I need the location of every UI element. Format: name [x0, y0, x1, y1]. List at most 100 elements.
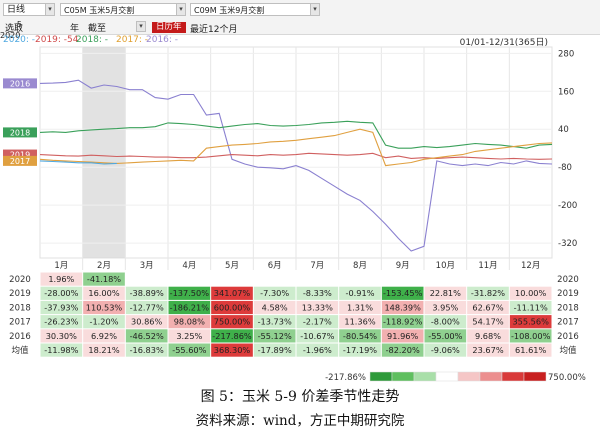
calendar-year-button[interactable]: 日历年 [152, 22, 186, 33]
table-cell [168, 272, 211, 286]
table-cell [211, 300, 253, 315]
cutoff-label: 截至 [88, 24, 107, 34]
month-label: 7月 [310, 261, 324, 271]
series-line-2019 [39, 152, 553, 160]
table-cell [83, 300, 125, 315]
scale-swatch [369, 371, 393, 382]
table-cell-value: -1.96% [303, 345, 332, 355]
table-cell [253, 329, 296, 343]
table-cell [125, 329, 168, 343]
month-label: 10月 [436, 261, 455, 271]
table-cell [168, 300, 211, 315]
table-cell [339, 315, 381, 329]
scale-swatch [523, 371, 547, 382]
table-cell-value: 9.68% [475, 331, 501, 341]
table-cell [168, 329, 211, 343]
month-label: 5月 [225, 261, 239, 271]
table-cell [125, 272, 168, 286]
table-cell-value: -118.92% [383, 317, 423, 327]
legend-2018: 2018: - [76, 35, 109, 45]
table-cell [424, 272, 467, 286]
table-cell-value: 30.30% [46, 331, 77, 341]
table-cell-value: -16.83% [130, 345, 164, 355]
table-cell-value: -7.30% [260, 288, 289, 298]
table-cell-value: -186.21% [170, 302, 210, 312]
year-count-value: 5 [16, 20, 22, 29]
table-cell-value: -31.82% [471, 288, 505, 298]
side-label-bg-2016 [3, 78, 37, 89]
y-tick-label: 280 [558, 49, 574, 59]
table-cell-value: 355.56% [512, 317, 549, 327]
table-cell-value: 18.21% [88, 345, 119, 355]
table-cell-value: 3.95% [432, 302, 458, 312]
table-cell-value: -55.00% [428, 331, 462, 341]
table-year-left: 2020 [9, 275, 31, 285]
table-cell-value: 148.39% [384, 302, 421, 312]
contract2-select[interactable]: C09M 玉米9月交割 [190, 3, 320, 16]
table-cell-value: -26.23% [44, 317, 78, 327]
select-label: 选取 [5, 24, 24, 34]
table-cell [424, 300, 467, 315]
legend: 2020: - 2019: -54 2018: - 2017: - 2016: … [0, 34, 600, 47]
legend-2020: 2020: - [3, 35, 36, 45]
contract1-select[interactable]: C05M 玉米5月交割 [60, 3, 186, 16]
table-cell-value: -8.00% [431, 317, 460, 327]
table-cell [83, 329, 125, 343]
series-line-2020 [39, 160, 117, 165]
table-cell-value: -1.20% [90, 317, 119, 327]
table-cell [509, 300, 552, 315]
table-cell-value: 11.36% [344, 317, 375, 327]
table-year-left: 2018 [9, 303, 31, 313]
table-cell [509, 329, 552, 343]
table-cell [125, 300, 168, 315]
table-cell-value: 13.33% [302, 302, 333, 312]
table-cell-value: 1.96% [48, 274, 74, 284]
chevron-down-icon[interactable]: ▾ [136, 21, 146, 32]
table-cell-value: 3.25% [176, 331, 202, 341]
table-year-right: 2017 [557, 318, 579, 328]
table-cell [296, 272, 339, 286]
table-cell-value: -17.19% [343, 345, 377, 355]
table-cell [467, 315, 509, 329]
table-cell [83, 286, 125, 300]
month-label: 1月 [54, 261, 68, 271]
table-cell-value: 22.81% [430, 288, 461, 298]
table-cell [168, 315, 211, 329]
table-cell-value: -37.93% [44, 302, 78, 312]
recent-12-months-button[interactable]: 最近12个月 [190, 25, 238, 35]
y-tick-label: 40 [558, 125, 569, 135]
scale-swatch [501, 371, 525, 382]
side-label-2017: 2017 [10, 157, 30, 166]
table-cell-value: -55.12% [258, 331, 292, 341]
scale-max-label: 750.00% [548, 373, 586, 383]
table-cell-value: -108.00% [511, 331, 551, 341]
table-cell [424, 343, 467, 357]
cutoff-year-select[interactable]: 2020 [0, 31, 36, 42]
table-cell-value: -17.89% [258, 345, 292, 355]
table-cell [253, 343, 296, 357]
month-label: 6月 [268, 261, 282, 271]
chevron-down-icon[interactable]: ▾ [45, 3, 55, 16]
table-cell-value: -11.11% [514, 302, 548, 312]
table-cell [296, 315, 339, 329]
table-cell [253, 286, 296, 300]
table-cell [211, 343, 253, 357]
table-cell-value: 62.67% [472, 302, 503, 312]
chevron-down-icon[interactable]: ▾ [176, 3, 186, 16]
table-cell-value: -82.20% [386, 345, 420, 355]
month-label: 11月 [478, 261, 497, 271]
table-cell [296, 286, 339, 300]
year-count-input[interactable]: 5 [0, 20, 22, 31]
table-cell [467, 300, 509, 315]
table-cell [211, 329, 253, 343]
side-label-bg-2017 [3, 155, 37, 166]
table-cell [168, 286, 211, 300]
table-cell-value: 54.17% [472, 317, 503, 327]
chevron-down-icon[interactable]: ▾ [310, 3, 320, 16]
table-cell-value: -153.45% [383, 288, 423, 298]
table-cell [467, 329, 509, 343]
table-cell [509, 286, 552, 300]
table-cell [125, 343, 168, 357]
y-tick-label: -80 [558, 163, 572, 173]
